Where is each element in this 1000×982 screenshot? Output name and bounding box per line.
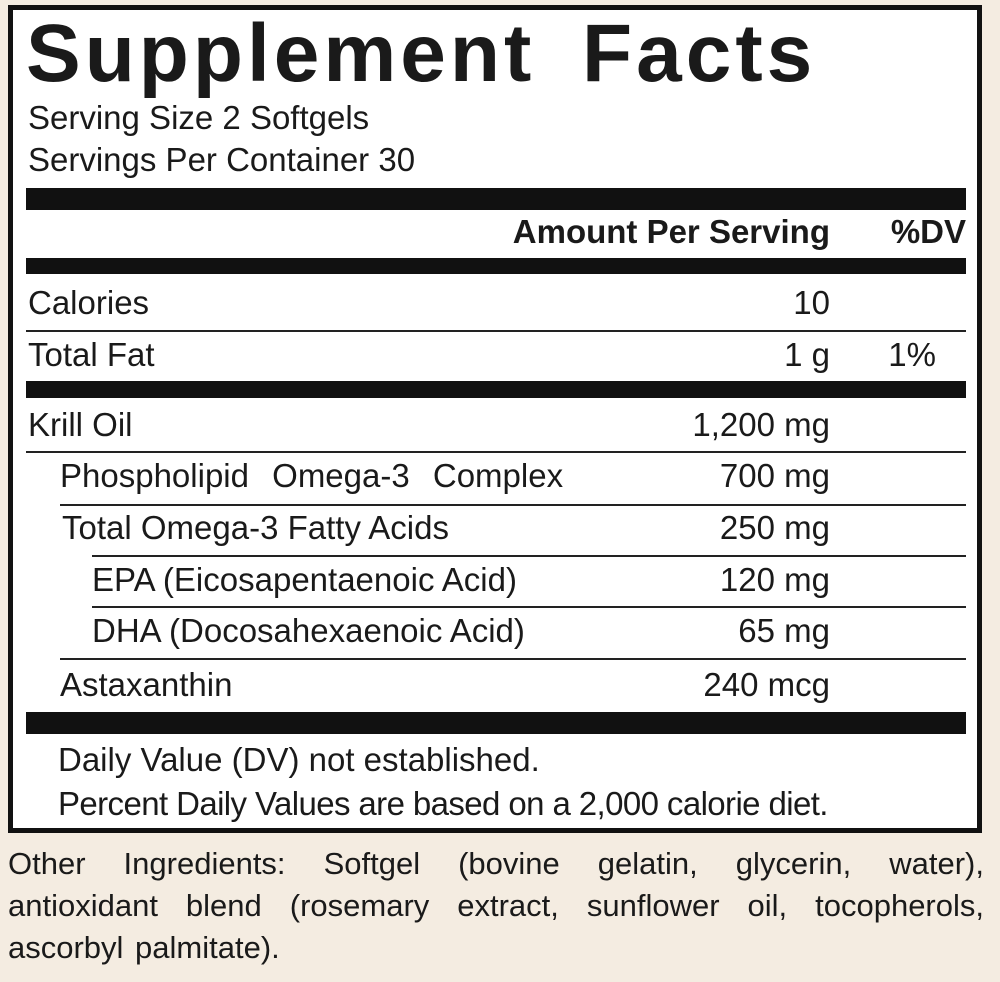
row-amount: 1 g [784,336,830,373]
row-amount: 240 mcg [703,666,830,703]
rule [92,555,966,557]
other-ingredients: Other Ingredients: Softgel (bovine gelat… [8,846,984,965]
row-dv: 1% [888,336,936,373]
dv-header: %DV [890,213,966,250]
row-amount: 65 mg [738,612,830,649]
thick-bar [26,381,966,398]
row-amount: 700 mg [719,457,830,494]
row-name: Total Omega-3 Fatty Acids [62,509,449,546]
row-amount: 120 mg [719,561,830,598]
row-name: Astaxanthin [60,666,233,703]
facts-box [8,5,982,833]
row-name: EPA (Eicosapentaenoic Acid) [92,561,517,598]
amount-header: Amount Per Serving [512,213,830,250]
servings-per-container: Servings Per Container 30 [28,141,416,178]
row-name: DHA (Docosahexaenoic Acid) [92,612,525,649]
row-amount: 250 mg [719,509,830,546]
footnote: Percent Daily Values are based on a 2,00… [58,785,828,822]
row-name: Total Fat [28,336,155,373]
row-name: Phospholipid Omega-3 Complex [60,457,564,494]
row-amount: 1,200 mg [692,406,830,443]
row-amount: 10 [793,284,830,321]
thick-bar [26,712,966,734]
rule [26,330,966,332]
thick-bar [26,258,966,274]
rule [60,504,966,506]
row-name: Calories [28,284,150,321]
title: Supplement Facts [26,8,817,99]
row-name: Krill Oil [28,406,133,443]
rule [92,606,966,608]
thick-bar [26,188,966,210]
rule [26,451,966,453]
footnote: Daily Value (DV) not established. [58,741,540,778]
rule [60,658,966,660]
serving-size: Serving Size 2 Softgels [28,99,370,136]
